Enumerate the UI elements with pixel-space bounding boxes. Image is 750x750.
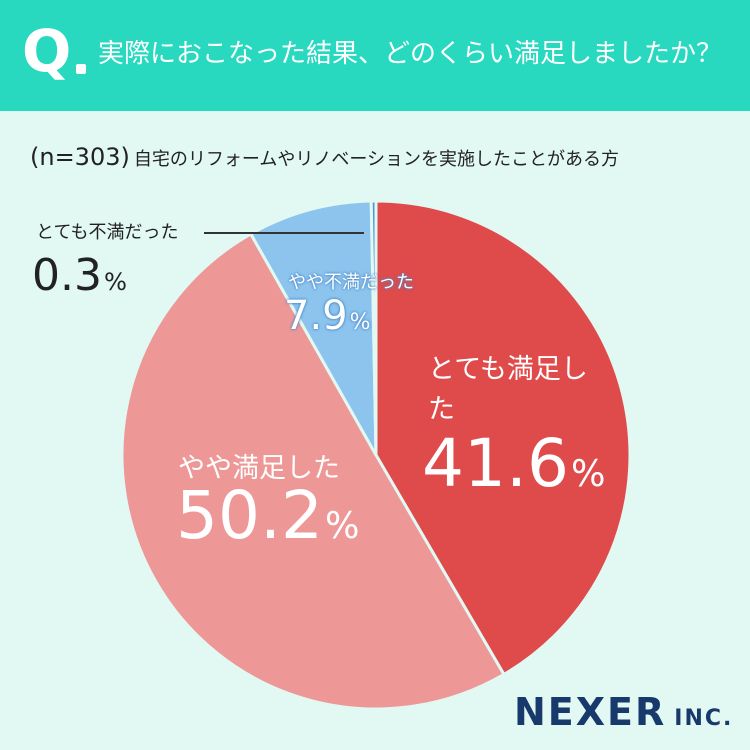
question-header: Q 実際におこなった結果、どのくらい満足しましたか？ (0, 0, 750, 111)
sample-note: (n=303) 自宅のリフォームやリノベーションを実施したことがある方 (30, 142, 619, 175)
slice-value-somewhat-dissatisfied: 7.9% (284, 293, 371, 339)
logo-suffix: INC. (674, 706, 734, 731)
sample-description: 自宅のリフォームやリノベーションを実施したことがある方 (133, 149, 619, 170)
logo-name: NEXER (514, 690, 667, 734)
leader-line (204, 232, 364, 234)
q-dot (76, 64, 86, 74)
slice-label-somewhat-dissatisfied: やや不満だった (288, 272, 414, 293)
slice-somewhat-satisfied (120, 232, 506, 711)
slice-label-very-satisfied: とても満足した (428, 354, 588, 425)
q-mark: Q (22, 17, 72, 85)
slice-somewhat-dissatisfied (249, 199, 378, 457)
nexer-logo: NEXER INC. (514, 690, 733, 734)
sample-size: (n=303) (30, 143, 130, 171)
slice-very-dissatisfied (369, 199, 378, 457)
slice-very-satisfied (374, 199, 632, 676)
slice-value-very-dissatisfied: 0.3% (32, 250, 127, 301)
slice-value-very-satisfied: 41.6% (422, 425, 606, 502)
slice-label-very-dissatisfied: とても不満だった (36, 222, 179, 243)
slice-label-somewhat-satisfied: やや満足した (178, 453, 340, 484)
question-text: 実際におこなった結果、どのくらい満足しましたか？ (98, 39, 723, 69)
slice-value-somewhat-satisfied: 50.2% (176, 477, 360, 554)
